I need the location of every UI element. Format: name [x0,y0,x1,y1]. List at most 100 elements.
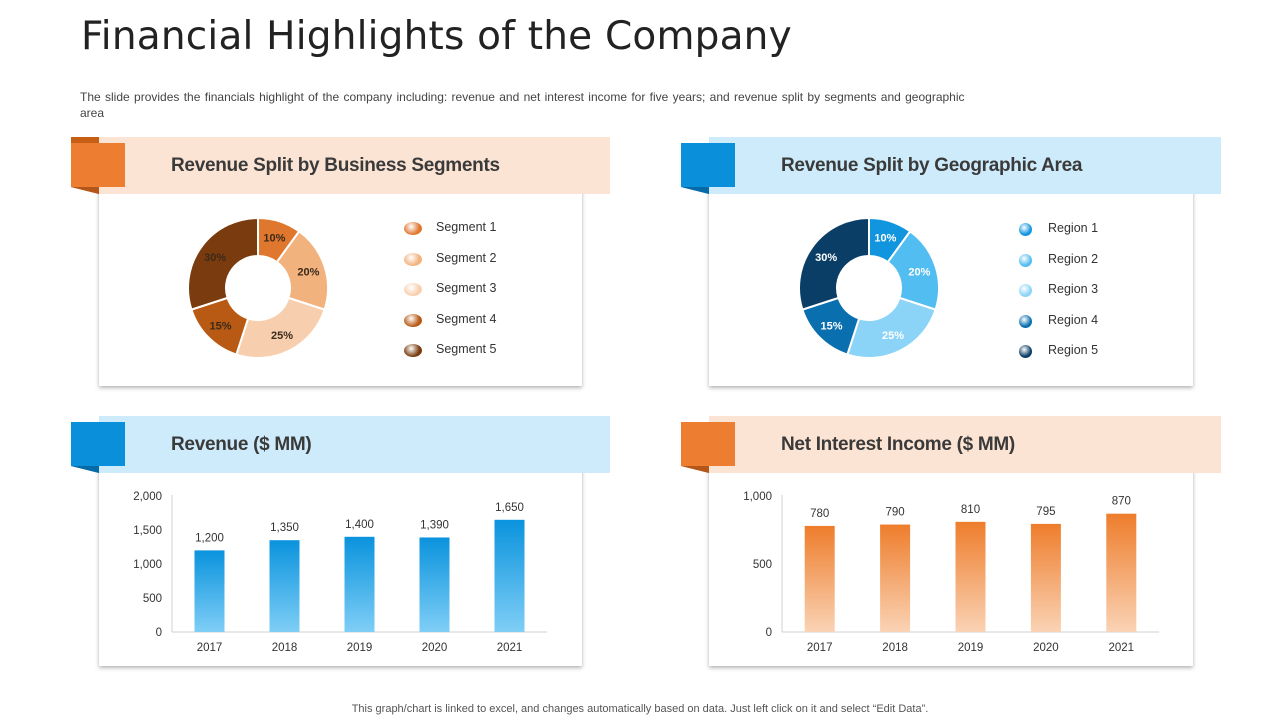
nii-y-tick-label: 500 [753,559,772,571]
revenue-title: Revenue ($ MM) [171,434,312,455]
geo-legend-swatch-icon [1019,223,1032,236]
nii-bar-chart[interactable]: 0 500 1,000 780 2017 790 2018 810 2019 795 2020 870… [709,466,1193,666]
segments-slice-3[interactable] [235,296,326,359]
segments-legend-swatch-icon [404,222,422,235]
geo-slice-label-5: 30% [815,252,837,264]
revenue-data-label-2019: 1,400 [345,519,374,531]
geo-slice-5[interactable] [798,216,870,311]
revenue-data-label-2017: 1,200 [195,532,224,544]
revenue-x-tick-label: 2018 [272,642,298,654]
geo-slice-label-4: 15% [821,320,843,332]
segments-legend-label: Segment 2 [436,250,497,265]
geo-donut-chart[interactable]: 10% 20% 25% 15% 30% [784,203,954,373]
segments-legend-item-5[interactable]: Segment 5 [404,341,544,361]
revenue-x-tick-label: 2021 [497,642,523,654]
nii-y-tick-label: 0 [766,627,772,639]
geo-header-band [709,137,1221,194]
segments-legend-item-1[interactable]: Segment 1 [404,219,544,239]
segments-header-band [99,137,610,194]
geo-legend-label: Region 3 [1048,282,1099,296]
nii-x-tick-label: 2019 [958,642,984,654]
segments-title: Revenue Split by Business Segments [171,155,500,176]
geo-legend-label: Region 4 [1048,312,1099,327]
geo-legend-label: Region 2 [1048,251,1099,266]
geo-slice-label-2: 20% [908,267,930,279]
nii-y-tick-label: 1,000 [743,491,772,503]
segments-slice-label-4: 15% [210,320,232,332]
geo-header: Revenue Split by Geographic Area [681,137,1221,194]
segments-legend-swatch-icon [404,283,422,296]
blue-tab-icon [71,422,125,473]
geo-legend-label: Region 1 [1048,221,1099,235]
revenue-x-tick-label: 2020 [422,642,448,654]
geo-slice-label-1: 10% [874,233,896,245]
nii-bar-2018[interactable] [880,524,911,632]
revenue-y-tick-label: 500 [143,593,162,605]
geo-legend-label: Region 5 [1048,343,1099,357]
nii-x-tick-label: 2018 [882,642,908,654]
revenue-x-tick-label: 2019 [347,642,373,654]
nii-card: 0 500 1,000 780 2017 790 2018 810 2019 795 2020 870… [709,466,1193,666]
nii-data-label-2017: 780 [810,508,829,520]
revenue-data-label-2021: 1,650 [495,502,524,514]
orange-tab-icon [681,422,735,473]
segments-slice-label-1: 10% [263,233,285,245]
nii-x-tick-label: 2017 [807,642,833,654]
revenue-y-tick-label: 1,500 [133,525,162,537]
revenue-y-tick-label: 2,000 [133,491,162,503]
revenue-bar-2020[interactable] [419,537,450,632]
segments-slice-5[interactable] [187,216,259,311]
segments-card: 10% 20% 25% 15% 30% Segment 1 Segment 2 Segmen… [99,186,582,386]
segments-legend-label: Segment 5 [436,342,497,356]
nii-header: Net Interest Income ($ MM) [681,416,1221,473]
nii-data-label-2021: 870 [1112,496,1131,508]
nii-data-label-2020: 795 [1036,506,1055,518]
geo-legend-swatch-icon [1019,253,1032,267]
revenue-bar-2018[interactable] [269,540,300,632]
segments-legend-swatch-icon [404,313,422,327]
revenue-header-band [99,416,610,473]
revenue-x-tick-label: 2017 [197,642,223,654]
geo-legend-swatch-icon [1019,284,1032,297]
segments-legend-item-3[interactable]: Segment 3 [404,280,544,300]
geo-legend-item-1[interactable]: Region 1 [1016,220,1156,240]
revenue-bar-2021[interactable] [494,519,525,632]
orange-tab-front-icon [71,143,125,194]
revenue-bar-chart[interactable]: 0 500 1,000 1,500 2,000 1,200 2017 1,350 2018 1,4… [99,466,582,666]
revenue-data-label-2020: 1,390 [420,519,449,531]
nii-bar-2017[interactable] [804,525,835,632]
segments-slice-label-2: 20% [297,267,319,279]
revenue-y-tick-label: 0 [156,627,162,639]
nii-bar-2020[interactable] [1030,523,1061,632]
geo-legend-item-2[interactable]: Region 2 [1016,251,1156,271]
revenue-bar-2017[interactable] [194,550,225,632]
nii-title: Net Interest Income ($ MM) [781,434,1015,455]
footer-note: This graph/chart is linked to excel, and… [351,703,929,715]
nii-bar-2021[interactable] [1106,513,1137,632]
nii-data-label-2018: 790 [886,507,905,519]
nii-x-tick-label: 2021 [1109,642,1135,654]
segments-header: Revenue Split by Business Segments [71,137,610,194]
page-title: Financial Highlights of the Company [81,14,792,59]
geo-slice-label-3: 25% [882,330,904,342]
geo-title: Revenue Split by Geographic Area [781,155,1083,176]
geo-card: 10% 20% 25% 15% 30% Region 1 Region 2 Region 3… [709,186,1193,386]
revenue-data-label-2018: 1,350 [270,522,299,534]
segments-legend-label: Segment 4 [436,311,497,326]
geo-legend-item-5[interactable]: Region 5 [1016,342,1156,362]
segments-legend-swatch-icon [404,252,422,266]
page-subtitle: The slide provides the financials highli… [80,90,965,120]
revenue-y-tick-label: 1,000 [133,559,162,571]
segments-legend-item-4[interactable]: Segment 4 [404,311,544,331]
geo-legend-item-3[interactable]: Region 3 [1016,281,1156,301]
revenue-bar-2019[interactable] [344,536,375,632]
geo-legend-item-4[interactable]: Region 4 [1016,312,1156,332]
segments-legend-swatch-icon [404,344,422,357]
segments-slice-label-3: 25% [271,330,293,342]
segments-slice-label-5: 30% [204,252,226,264]
nii-data-label-2019: 810 [961,504,980,516]
nii-bar-2019[interactable] [955,521,986,632]
segments-legend-item-2[interactable]: Segment 2 [404,250,544,270]
geo-slice-3[interactable] [846,296,937,359]
segments-donut-chart[interactable]: 10% 20% 25% 15% 30% [173,203,343,373]
